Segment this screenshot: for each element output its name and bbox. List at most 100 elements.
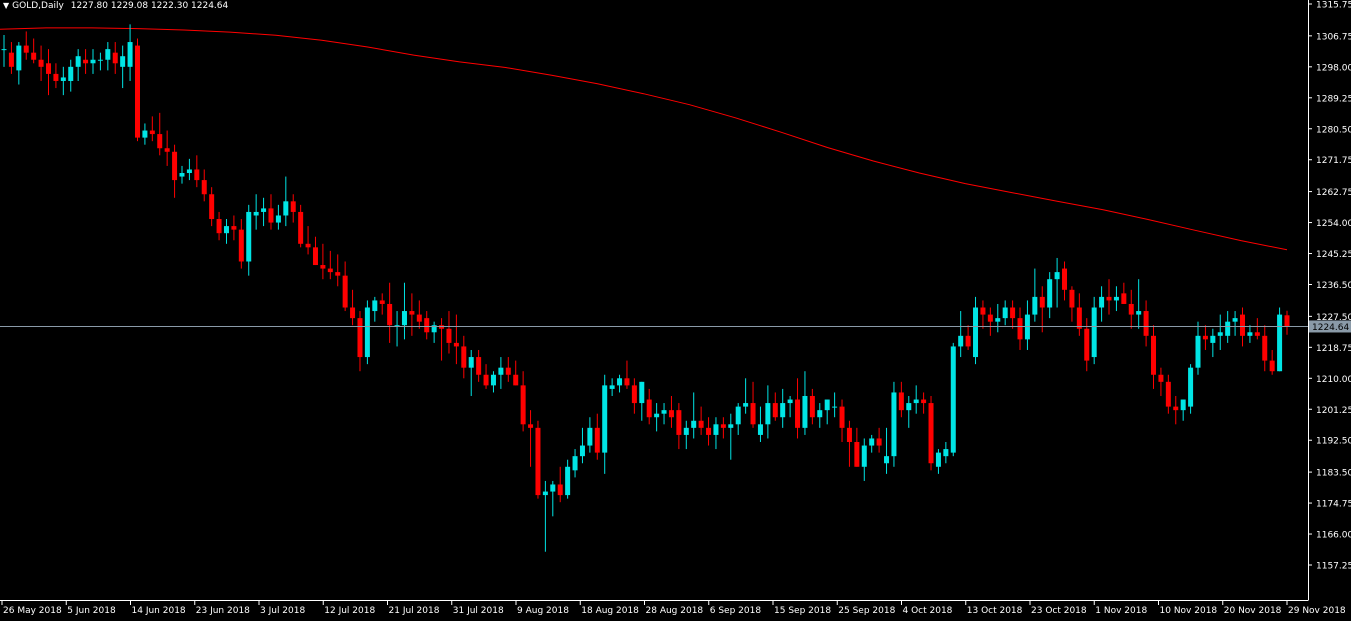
candle-body [1195, 335, 1201, 368]
candle-body [943, 449, 949, 457]
symbol-timeframe: GOLD,Daily [12, 1, 64, 11]
candle [958, 311, 964, 358]
candle [327, 250, 333, 280]
candle-body [631, 385, 637, 404]
candle [587, 417, 593, 453]
candle-body [617, 378, 623, 386]
time-tick-label: 31 Jul 2018 [453, 606, 504, 616]
candle [335, 254, 341, 287]
candle [854, 427, 860, 467]
triangle-down-icon[interactable]: ▼ [3, 1, 10, 10]
price-tick-label: 1192.50 [1316, 437, 1351, 447]
candle [639, 381, 645, 421]
candle [53, 63, 59, 89]
candle [550, 480, 556, 517]
candle-body [1069, 289, 1075, 308]
candle [1269, 349, 1275, 375]
candle-body [1240, 314, 1246, 336]
candle [431, 321, 437, 343]
candle-body [194, 169, 200, 181]
candle-body [1188, 367, 1194, 407]
candle-body [446, 328, 452, 343]
candle-body [809, 395, 815, 418]
candle-body [8, 52, 14, 67]
candle [928, 395, 934, 471]
candle-body [817, 410, 823, 418]
candle [1121, 282, 1127, 304]
candle [513, 360, 519, 386]
candle-body [1225, 321, 1231, 336]
candle-body [209, 194, 215, 220]
candle-body [342, 275, 348, 308]
candle [987, 307, 993, 336]
candle [446, 311, 452, 354]
candle [357, 311, 363, 372]
candle-body [424, 318, 430, 333]
candle [1254, 318, 1260, 340]
candle [379, 293, 385, 315]
candle [112, 42, 118, 74]
candle-body [720, 424, 726, 428]
candle-body [750, 403, 756, 425]
candle-body [1247, 332, 1253, 336]
time-tick-label: 3 Jul 2018 [260, 606, 305, 616]
price-tick-label: 1262.75 [1316, 188, 1351, 198]
candle-body [535, 427, 541, 496]
candle [1113, 286, 1119, 312]
price-tick-label: 1254.00 [1316, 219, 1351, 229]
candle-body [735, 406, 741, 425]
candle [134, 38, 140, 142]
candle-body [1232, 318, 1238, 322]
candle-body [1113, 296, 1119, 301]
candle-body [639, 381, 645, 404]
candle [1062, 261, 1068, 301]
candle [201, 169, 207, 202]
candle-body [513, 374, 519, 386]
candle [1076, 293, 1082, 336]
candle [194, 155, 200, 188]
time-tick-label: 18 Aug 2018 [581, 606, 639, 616]
candle-body [995, 318, 1001, 322]
candle [973, 296, 979, 365]
candle-body [757, 424, 763, 435]
candle [320, 243, 326, 280]
candle [1032, 268, 1038, 322]
candle-body [498, 367, 504, 375]
candle-body [1002, 307, 1008, 319]
candle [275, 204, 281, 230]
candle [787, 395, 793, 418]
time-tick-label: 1 Nov 2018 [1095, 606, 1147, 616]
price-tick-label: 1245.25 [1316, 250, 1351, 260]
candle [594, 413, 600, 460]
candle [439, 318, 445, 361]
candle-body [565, 466, 571, 496]
candle-body [483, 374, 489, 386]
candle [609, 378, 615, 396]
candle-body [1039, 296, 1045, 308]
candle-body [542, 491, 548, 496]
candle-body [186, 169, 192, 174]
candle-body [1269, 360, 1275, 372]
candle-body [668, 410, 674, 418]
candle-body [587, 427, 593, 446]
candle-body [906, 403, 912, 411]
candle [105, 42, 111, 71]
candle [490, 371, 496, 393]
candle-body [1136, 311, 1142, 315]
time-tick-label: 21 Jul 2018 [389, 606, 440, 616]
candle-body [105, 49, 111, 60]
candle [1047, 272, 1053, 319]
candle-body [698, 420, 704, 428]
candle [1262, 325, 1268, 372]
candle-body [16, 45, 22, 71]
candle [342, 261, 348, 312]
candle-body [60, 77, 66, 81]
candle [476, 349, 482, 382]
candle [668, 395, 674, 428]
candle-body [1284, 315, 1290, 327]
candle [1151, 325, 1157, 389]
candle-body [1076, 307, 1082, 329]
candle [1210, 328, 1216, 358]
